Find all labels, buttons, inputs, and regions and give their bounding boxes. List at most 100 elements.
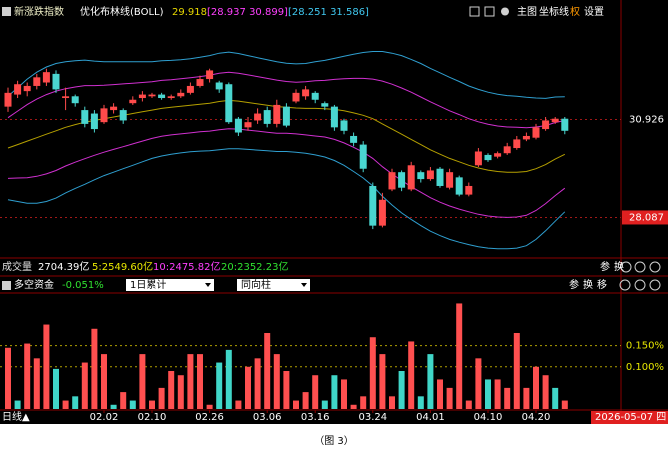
help-icon[interactable]: [469, 6, 480, 17]
candle-body: [398, 172, 406, 188]
candle-body: [359, 144, 367, 169]
band-line: [7, 71, 565, 129]
candle-body: [119, 110, 127, 121]
candle-body: [302, 89, 310, 97]
candle-body: [474, 151, 482, 166]
candle-body: [350, 135, 358, 143]
candle-body: [138, 94, 146, 99]
background: [0, 0, 668, 424]
bar: [149, 400, 155, 409]
help-icon[interactable]: [2, 281, 11, 290]
dropdown[interactable]: [126, 279, 214, 291]
row-control[interactable]: 移: [597, 278, 607, 291]
bar: [360, 396, 367, 409]
row-control[interactable]: 参: [600, 260, 610, 273]
candle-body: [340, 120, 348, 131]
x-tick-label: 04.10: [474, 412, 503, 423]
row-control[interactable]: 换: [583, 278, 593, 291]
bar: [273, 354, 280, 409]
favorite-icon[interactable]: [501, 7, 509, 16]
indicator-label: 多空资金: [14, 278, 54, 291]
bar: [379, 354, 386, 409]
bar: [254, 358, 261, 409]
row-control[interactable]: 参: [569, 278, 579, 291]
bar: [465, 400, 472, 409]
caption: （图 3）: [314, 435, 354, 447]
bar: [158, 387, 165, 409]
bar: [475, 358, 482, 409]
bar: [417, 396, 424, 409]
candle-body: [330, 106, 338, 128]
bar: [523, 387, 530, 409]
bar: [24, 343, 31, 409]
candle-body: [52, 73, 60, 90]
prev-icon[interactable]: [634, 279, 646, 291]
help-icon[interactable]: [2, 7, 11, 16]
header-control[interactable]: 坐标线: [539, 5, 569, 18]
dropdown-label[interactable]: 1日累计: [130, 278, 166, 291]
bar: [177, 375, 184, 409]
candle-body: [292, 92, 300, 102]
candle-body: [206, 70, 214, 80]
bar: [206, 404, 213, 409]
bar: [398, 371, 405, 409]
bar: [350, 404, 357, 409]
x-tick-label: 04.01: [416, 412, 445, 423]
prev-icon[interactable]: [620, 261, 632, 273]
header-control[interactable]: 主图: [517, 6, 537, 18]
candle-body: [436, 168, 444, 186]
candle-body: [196, 79, 204, 86]
band-line: [7, 128, 566, 218]
bar: [283, 371, 290, 409]
x-tick-label: 03.16: [301, 412, 330, 423]
dropdown-arrow: [205, 283, 211, 287]
row-control[interactable]: 换: [614, 260, 624, 273]
candle-body: [215, 82, 223, 90]
candle-body: [465, 185, 473, 195]
candle-body: [225, 84, 233, 123]
index-name: 新涨跌指数: [14, 5, 64, 18]
dropdown[interactable]: [237, 279, 310, 291]
candle-body: [177, 92, 185, 97]
bar: [369, 337, 376, 409]
header-control[interactable]: 权: [570, 5, 580, 18]
candle-body: [42, 72, 50, 83]
bar: [129, 400, 136, 409]
bar: [14, 400, 21, 409]
candle-body: [129, 99, 137, 104]
candle-body: [234, 118, 242, 133]
grid-icon[interactable]: [484, 6, 495, 17]
candle-body: [542, 120, 550, 130]
bar: [533, 366, 539, 409]
candle-body: [388, 172, 396, 190]
bar: [561, 400, 568, 409]
bar: [341, 379, 347, 409]
x-tick-label: 04.20: [522, 412, 551, 423]
favorite-icon[interactable]: [619, 279, 631, 291]
next-icon[interactable]: [649, 279, 661, 291]
candle-body: [148, 94, 156, 97]
y-tick-label: 28.087: [629, 212, 664, 223]
candle-body: [263, 110, 271, 124]
header-control[interactable]: 设置: [584, 6, 604, 18]
band-line: [7, 148, 566, 250]
bar: [552, 387, 559, 409]
bar: [197, 354, 203, 409]
bar: [302, 392, 309, 409]
candle-body: [33, 77, 41, 86]
next-icon[interactable]: [634, 261, 646, 273]
dropdown-label[interactable]: 同向柱: [241, 278, 271, 291]
bar: [187, 354, 194, 409]
candle-body: [14, 84, 22, 95]
band-line: [7, 51, 565, 99]
candle-body: [446, 172, 454, 188]
bar: [33, 358, 40, 409]
dropdown-arrow: [301, 283, 307, 287]
candle-body: [23, 85, 31, 92]
candle-body: [455, 177, 463, 195]
candle-body: [407, 165, 415, 190]
next-icon[interactable]: [649, 261, 661, 273]
x-tick-label: 03.06: [253, 412, 282, 423]
bar: [225, 349, 232, 409]
bar: [513, 333, 520, 409]
